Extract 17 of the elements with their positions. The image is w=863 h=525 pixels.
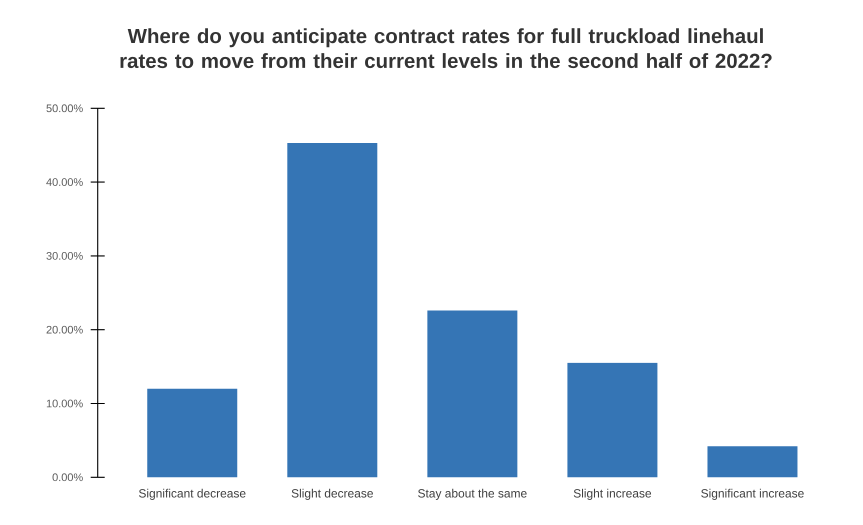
- x-tick-label: Significant increase: [701, 488, 804, 500]
- y-tick-label: 0.00%: [52, 473, 83, 482]
- y-tick-label: 40.00%: [46, 178, 83, 186]
- x-tick-label: Significant decrease: [138, 488, 246, 500]
- bar: [147, 388, 238, 478]
- y-tick-label: 30.00%: [46, 252, 83, 260]
- bar: [707, 446, 798, 478]
- y-tick-label: 50.00%: [46, 104, 83, 112]
- x-tick-label: Slight increase: [574, 488, 652, 500]
- bar: [427, 310, 518, 478]
- y-tick-label: 10.00%: [46, 400, 83, 408]
- y-tick-label: 20.00%: [46, 326, 83, 334]
- chart-title: Where do you anticipate contract rates for full truckload linehaul rates to move from their current levels in the second half of 2022?: [120, 28, 772, 68]
- x-tick-label: Stay about the same: [418, 488, 527, 500]
- x-tick-label: Slight decrease: [292, 488, 373, 500]
- bar: [567, 362, 658, 478]
- bar: [287, 142, 378, 478]
